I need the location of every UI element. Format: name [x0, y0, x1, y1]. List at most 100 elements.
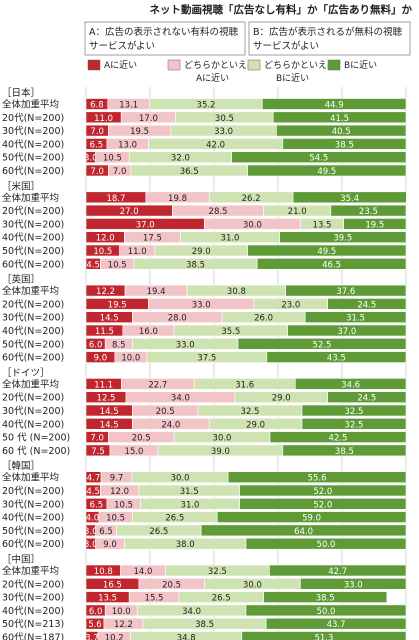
- group-label-2: ［英国］: [2, 274, 40, 286]
- data-label: 33.0: [214, 127, 233, 137]
- data-label: 24.0: [161, 420, 180, 430]
- data-label: 14.5: [100, 314, 119, 324]
- bar-segment: [247, 164, 407, 177]
- data-label: 38.5: [316, 594, 335, 604]
- data-label: 24.5: [357, 300, 376, 310]
- row-label: 60代(N=200): [2, 353, 64, 364]
- data-label: 12.2: [96, 287, 115, 297]
- row-label: 40代(N=200): [2, 419, 64, 430]
- data-label: 6.0: [89, 340, 103, 350]
- row-label: 30代(N=200): [2, 499, 64, 510]
- data-label: 33.0: [192, 300, 211, 310]
- bar-segment: [282, 138, 407, 150]
- row-label: 60代(N=187): [2, 633, 64, 640]
- legend-label-2: どちらかといえば Bに近い: [264, 60, 336, 84]
- data-label: 52.0: [313, 500, 332, 510]
- data-label: 15.0: [125, 447, 144, 457]
- bar-segment: [200, 524, 407, 537]
- bar-segment: [301, 417, 407, 430]
- data-label: 16.0: [139, 327, 158, 337]
- data-label: 17.5: [143, 234, 162, 244]
- data-label: 13.1: [119, 101, 138, 111]
- data-label: 12.0: [110, 487, 129, 497]
- bar-segment: [294, 378, 407, 390]
- row-label: 30代(N=200): [2, 126, 64, 137]
- bar-segment: [239, 497, 407, 510]
- data-label: 38.5: [195, 620, 214, 630]
- bar-row: 50代(N=213) 5.6 12.2 38.5 43.7: [2, 617, 407, 630]
- data-label: 14.5: [100, 420, 119, 430]
- data-label: 4.5: [86, 260, 100, 270]
- bar-segment: [287, 324, 407, 337]
- data-label: 19.8: [168, 194, 187, 204]
- data-label: 7.0: [90, 167, 104, 177]
- bar-segment: [227, 471, 407, 484]
- data-label: 38.0: [176, 540, 195, 550]
- bar-row: 20代(N=200) 12.5 34.0 29.0 24.5: [2, 391, 407, 404]
- row-label: 30代(N=200): [2, 313, 64, 324]
- data-label: 21.0: [288, 207, 307, 217]
- data-label: 38.5: [335, 140, 354, 150]
- data-label: 23.0: [281, 300, 300, 310]
- data-label: 31.0: [221, 234, 240, 244]
- choice-a-text: A：広告の表示されない有料の視聴 サービスがよい: [89, 26, 241, 52]
- bar-segment: [285, 284, 407, 297]
- bar-row: 60代(N=200) 4.5 10.5 38.5 46.5: [2, 257, 407, 270]
- legend-label-0: Aに近い: [104, 59, 137, 71]
- data-label: 13.5: [98, 594, 117, 604]
- data-label: 37.0: [136, 220, 155, 230]
- legend-swatch-0: [87, 59, 101, 71]
- bar-row: 全体加重平均 10.8 14.0 32.5 42.7: [2, 564, 407, 577]
- choice-box-b: B：広告が表示されるが無料の視聴 サービスがよい: [248, 21, 411, 56]
- bar-segment: [247, 244, 407, 257]
- bar-row: 60代(N=200) 9.0 10.0 37.5 43.5: [2, 351, 407, 364]
- data-label: 20.5: [162, 580, 181, 590]
- row-label: 30代(N=200): [2, 219, 64, 230]
- data-label: 31.5: [346, 314, 365, 324]
- bar-segment: [282, 444, 407, 457]
- group-label-4: ［韓国］: [2, 461, 40, 472]
- bar-segment: [256, 257, 407, 270]
- choice-box-a: A：広告の表示されない有料の視聴 サービスがよい: [84, 21, 246, 56]
- data-label: 26.5: [212, 594, 231, 604]
- data-label: 52.5: [313, 340, 332, 350]
- data-label: 12.2: [114, 620, 133, 630]
- row-label: 全体加重平均: [2, 99, 59, 111]
- bar-row: 30代(N=200) 37.0 30.0 13.5 19.5: [2, 218, 407, 230]
- data-label: 35.5: [221, 327, 240, 337]
- data-label: 29.0: [246, 420, 265, 430]
- row-label: 全体加重平均: [2, 378, 59, 390]
- row-label: 30代(N=200): [2, 406, 64, 417]
- row-label: 全体加重平均: [2, 285, 59, 297]
- data-label: 6.5: [90, 140, 104, 150]
- bar-row: 60代(N=200) 3.0 9.0 38.0 50.0: [2, 537, 407, 550]
- data-label: 7.5: [91, 447, 105, 457]
- data-label: 50.0: [317, 607, 336, 617]
- bar-row: 40代(N=200) 6.0 10.0 34.0 50.0: [2, 604, 407, 617]
- data-label: 10.2: [105, 634, 124, 640]
- data-label: 3.0: [84, 540, 98, 550]
- data-label: 42.7: [328, 567, 347, 577]
- bar-row: 20代(N=200) 16.5 20.5 30.0 33.0: [2, 577, 407, 590]
- bar-segment: [231, 151, 407, 163]
- data-label: 32.5: [345, 420, 364, 430]
- data-label: 37.5: [197, 354, 216, 364]
- data-label: 50.0: [317, 540, 336, 550]
- choice-b-text: B：広告が表示されるが無料の視聴 サービスがよい: [253, 26, 405, 52]
- data-label: 30.0: [243, 220, 262, 230]
- bar-row: 50 代 (N=200) 7.0 20.5 30.0 42.5: [2, 431, 407, 444]
- row-label: 40代(N=200): [2, 233, 64, 244]
- data-label: 13.5: [313, 220, 332, 230]
- data-label: 11.5: [95, 327, 114, 337]
- data-label: 10.5: [93, 247, 112, 257]
- chart-title: ネット動画視聴「広告なし有料」か「広告あり無料」か: [150, 3, 413, 16]
- data-label: 26.2: [242, 194, 261, 204]
- row-label: 60代(N=200): [2, 259, 64, 270]
- group-label-5: ［中国］: [2, 554, 40, 566]
- bar-row: 全体加重平均 18.7 19.8 26.2 35.4: [2, 191, 407, 204]
- row-label: 全体加重平均: [2, 192, 59, 204]
- data-label: 10.5: [106, 514, 125, 524]
